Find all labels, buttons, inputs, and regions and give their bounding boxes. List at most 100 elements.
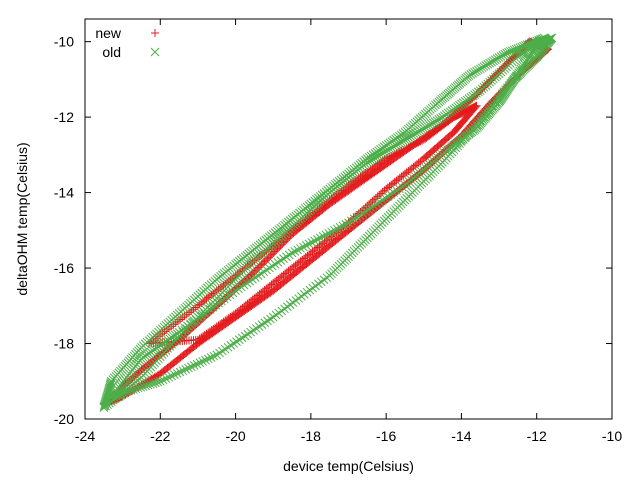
data-point-old [234,335,244,345]
data-point-old [251,324,261,333]
axis-ticks: -24 -22 -20 -18 -16 -14 -12 -10 -20 -18 -16 -14 -12 -… [54,19,622,444]
data-point-old [436,113,446,123]
data-point-old [263,316,272,326]
data-point-new [399,146,408,155]
data-point-old [327,227,336,237]
data-point-old [243,329,253,339]
legend-marker-symbol [151,29,159,37]
data-point-old [335,222,345,232]
data-point-new [195,334,204,343]
data-point-old [304,239,314,249]
data-point-old [175,367,185,377]
data-point-old [181,365,191,374]
data-point-old [184,363,193,373]
y-axis-title: deltaOHM temp(Celsius) [14,142,30,295]
data-point-new [392,149,401,158]
legend-label-new: new [95,25,122,41]
data-point-new [397,146,406,155]
data-point-old [332,224,342,234]
data-point-old [146,379,155,389]
x-axis-title: device temp(Celsius) [283,458,414,474]
data-point-old [100,400,109,410]
x-tick-label: -14 [451,428,471,444]
y-tick-label: -18 [54,336,74,352]
data-point-new [390,150,399,159]
data-point-old [192,359,202,369]
data-point-old [315,233,325,243]
data-point-old [121,387,131,397]
data-point-old [170,370,179,380]
x-tick-label: -16 [376,428,396,444]
data-point-old [273,258,283,267]
legend-marker-old [150,47,160,57]
data-point-old [203,354,213,364]
data-point-old [153,377,163,387]
data-point-old [262,265,271,275]
data-point-old [133,383,143,393]
data-point-old [265,263,274,273]
data-point-old [276,256,286,265]
data-point-old [259,267,269,277]
data-point-old [189,361,199,370]
data-point-new [394,148,403,157]
x-tick-label: -10 [602,428,622,444]
data-points [99,33,557,413]
data-point-old [298,242,308,252]
data-point-new [382,154,391,163]
y-tick-label: -16 [54,260,74,276]
data-point-old [158,375,168,385]
data-point-new [406,142,415,151]
data-point-old [148,379,158,388]
data-point-old [246,327,255,337]
data-point-old [220,344,230,354]
x-tick-label: -24 [75,428,95,444]
data-point-old [249,325,258,335]
series-old [99,33,557,413]
data-point-old [330,225,339,235]
data-point-old [301,241,311,250]
data-point-old [307,238,317,247]
data-point-old [129,385,138,394]
data-point-old [310,236,319,246]
data-point-old [161,374,171,383]
data-point-old [100,399,110,409]
data-point-old [296,244,305,253]
data-point-new [414,138,423,147]
data-point-old [131,384,141,394]
data-point-old [313,235,322,244]
legend-marker-symbol [150,47,160,57]
data-point-old [341,219,351,229]
legend-marker-new [151,29,159,37]
data-point-old [218,346,227,356]
y-tick-label: -20 [54,411,74,427]
data-point-old [164,372,174,382]
data-point-old [260,318,270,328]
data-point-old [155,376,165,386]
data-point-old [99,402,109,411]
data-point-old [324,228,334,238]
data-point-new [409,140,418,149]
data-point-old [119,388,128,397]
y-tick-label: -12 [54,109,74,125]
data-point-new [411,140,420,149]
data-point-old [226,341,236,350]
x-tick-label: -20 [225,428,245,444]
data-point-new [407,141,416,150]
data-point-old [232,337,241,346]
data-point-old [293,245,303,255]
data-point-old [138,382,148,391]
data-point-old [256,269,266,279]
data-point-old [282,252,291,262]
legend-label-old: old [102,44,121,60]
data-point-old [267,261,277,271]
data-point-new [402,144,411,153]
data-point-old [143,380,153,390]
data-point-old [178,366,188,376]
data-point-new [380,155,389,164]
data-point-old [209,351,219,361]
data-point-old [229,339,239,348]
data-point-new [416,137,425,146]
data-point-old [318,232,328,241]
x-tick-label: -12 [527,428,547,444]
data-point-old [126,385,136,395]
